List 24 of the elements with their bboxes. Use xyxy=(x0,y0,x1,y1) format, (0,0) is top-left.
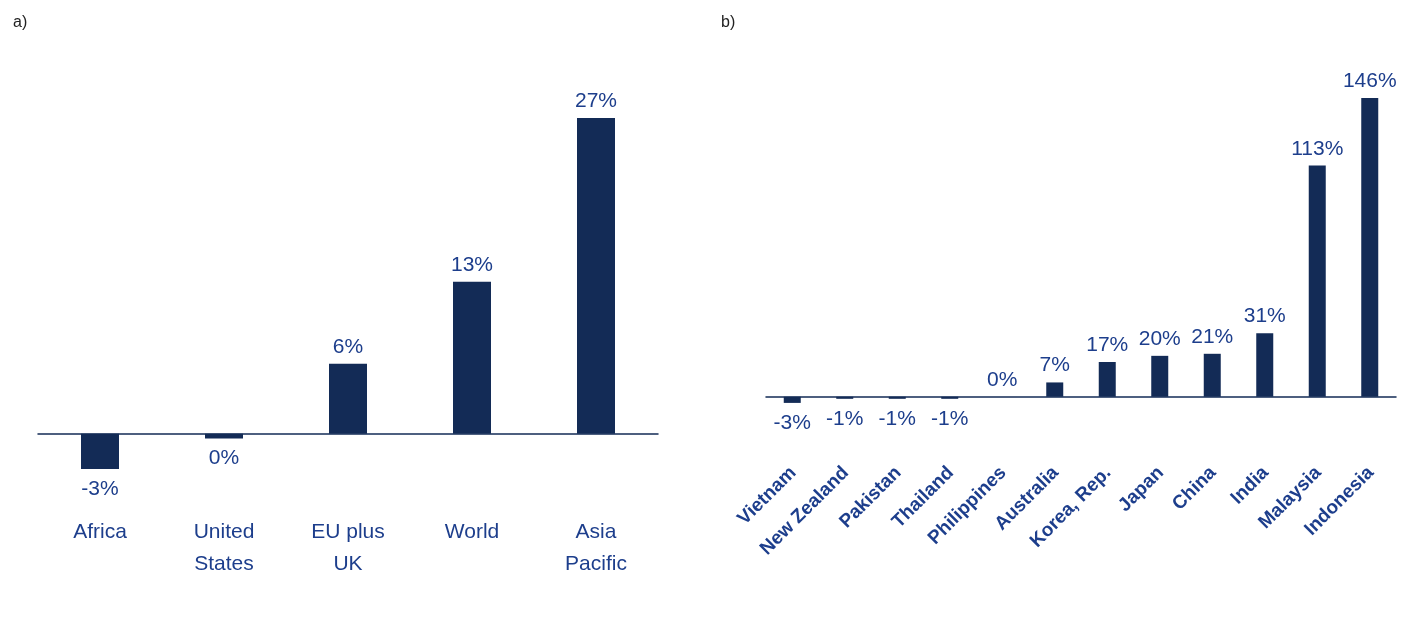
data-label: 13% xyxy=(450,251,494,275)
data-label: -1% xyxy=(878,405,916,429)
x-tick-label: World xyxy=(444,518,500,542)
data-label: 113% xyxy=(1291,135,1344,159)
data-label: -1% xyxy=(931,405,969,429)
data-label: 17% xyxy=(1086,331,1129,355)
x-tick-label: EU plus UK xyxy=(311,518,385,574)
data-label: 7% xyxy=(1039,352,1070,376)
data-label: -1% xyxy=(826,405,864,429)
x-tick-label: Africa xyxy=(73,518,128,542)
chart-title: b) xyxy=(721,12,736,30)
chart-title: a) xyxy=(13,12,28,30)
x-tick-label: United States xyxy=(193,518,255,574)
x-tick-label: Asia Pacific xyxy=(565,518,627,574)
data-label: -3% xyxy=(773,409,811,433)
data-label: 31% xyxy=(1243,303,1286,327)
data-label: 0% xyxy=(987,366,1018,390)
data-label: -3% xyxy=(81,475,119,499)
data-label: 0% xyxy=(208,445,240,469)
data-label: 146% xyxy=(1342,68,1397,91)
data-label: 21% xyxy=(1191,323,1234,347)
data-label: 6% xyxy=(332,333,364,357)
data-label: 27% xyxy=(574,88,618,111)
data-label: 20% xyxy=(1138,325,1181,349)
